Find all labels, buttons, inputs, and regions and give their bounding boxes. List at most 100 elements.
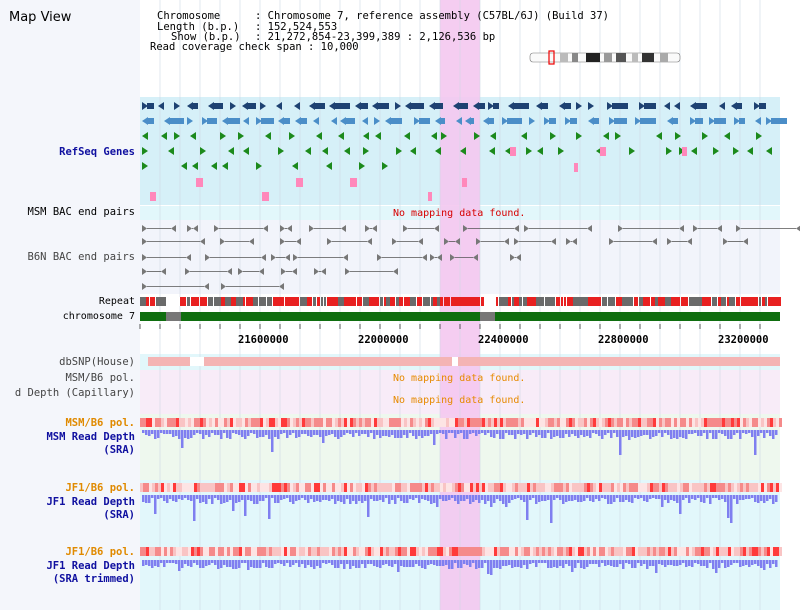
- pol-cell: [299, 418, 302, 427]
- pol-cell: [542, 547, 545, 556]
- depth-bar: [316, 560, 319, 566]
- pol-cell: [392, 418, 395, 427]
- gene-body: [736, 103, 742, 109]
- dbsnp-label[interactable]: dbSNP(House): [59, 356, 135, 368]
- pol-cell: [440, 547, 443, 556]
- chromosome-label[interactable]: chromosome 7: [62, 311, 135, 322]
- bac-end: [667, 238, 672, 245]
- pol-cell: [494, 418, 497, 427]
- pol-cell: [479, 483, 482, 492]
- pol-cell: [233, 483, 236, 492]
- pol-cell: [479, 547, 482, 556]
- pol-cell: [263, 483, 266, 492]
- msm-bac-label[interactable]: MSM BAC end pairs: [27, 206, 135, 218]
- depth-bar: [475, 430, 478, 436]
- repeat-block: [519, 297, 522, 306]
- gene-arrow: [702, 132, 708, 140]
- gene-arrow: [460, 147, 466, 155]
- jf1-b6-pol-2-label[interactable]: JF1/B6 pol.: [65, 546, 135, 558]
- pol-cell: [377, 483, 380, 492]
- jf1-b6-pol-label[interactable]: JF1/B6 pol.: [65, 482, 135, 494]
- show-value: : 21,272,854-23,399,389 : 2,126,536 bp: [255, 31, 496, 43]
- gene-body: [247, 103, 256, 109]
- depth-bar: [280, 495, 283, 500]
- gene-arrow: [489, 147, 495, 155]
- pol-cell: [308, 418, 311, 427]
- gene-arrow: [200, 147, 206, 155]
- depth-bar: [265, 560, 268, 567]
- gene-arrow: [607, 102, 613, 110]
- depth-bar: [304, 560, 307, 568]
- pol-cell: [494, 547, 497, 556]
- depth-capillary-label[interactable]: d Depth (Capillary): [14, 387, 135, 399]
- pol-cell: [743, 483, 746, 492]
- pol-cell: [437, 483, 440, 492]
- repeat-block: [578, 297, 585, 306]
- msm-b6-pol-capillary-label[interactable]: MSM/B6 pol.: [65, 372, 135, 384]
- repeat-label[interactable]: Repeat: [98, 296, 135, 307]
- depth-bar: [658, 560, 661, 564]
- pol-cell: [386, 483, 389, 492]
- depth-bar: [196, 495, 199, 499]
- depth-bar: [307, 430, 310, 436]
- depth-bar: [595, 430, 598, 434]
- pol-cell: [758, 483, 761, 492]
- depth-bar: [307, 495, 310, 503]
- gene-marker: [296, 178, 303, 187]
- refseq-genes-label[interactable]: RefSeq Genes: [59, 146, 135, 158]
- pol-cell: [728, 547, 731, 556]
- pol-cell: [155, 547, 158, 556]
- depth-bar: [616, 430, 619, 437]
- pol-cell: [269, 483, 272, 492]
- b6n-bac-label[interactable]: B6N BAC end pairs: [27, 251, 135, 263]
- bac-end: [142, 238, 147, 245]
- pol-cell: [629, 418, 632, 427]
- pol-cell: [725, 418, 728, 427]
- repeat-block: [702, 297, 709, 306]
- depth-bar: [508, 430, 511, 435]
- depth-bar: [772, 495, 775, 504]
- pol-cell: [245, 547, 248, 556]
- pol-cell: [605, 418, 608, 427]
- pol-cell: [182, 547, 185, 556]
- pol-cell: [692, 418, 695, 427]
- pol-cell: [719, 483, 722, 492]
- msm-read-depth-label[interactable]: MSM Read Depth: [46, 431, 135, 443]
- depth-bar: [433, 495, 436, 503]
- pol-cell: [752, 483, 755, 492]
- jf1-read-depth-label[interactable]: JF1 Read Depth: [46, 496, 135, 508]
- depth-bar: [658, 495, 661, 499]
- repeat-block: [196, 297, 199, 306]
- repeat-block: [651, 297, 655, 306]
- pol-cell: [269, 547, 272, 556]
- depth-bar: [238, 560, 241, 568]
- depth-bar: [469, 560, 472, 567]
- jf1-trimmed-depth-label[interactable]: JF1 Read Depth: [46, 560, 135, 572]
- depth-bar: [715, 495, 718, 498]
- repeat-block: [417, 297, 422, 306]
- pol-cell: [212, 483, 215, 492]
- msm-b6-pol-label[interactable]: MSM/B6 pol.: [65, 417, 135, 429]
- pol-cell: [194, 547, 197, 556]
- gene-body: [507, 118, 522, 124]
- repeat-block: [279, 297, 284, 306]
- depth-bar: [526, 430, 529, 439]
- depth-bar: [679, 560, 682, 565]
- depth-bar: [529, 495, 532, 500]
- depth-bar: [424, 430, 427, 436]
- pol-cell: [554, 547, 557, 556]
- pol-cell: [428, 547, 431, 556]
- bac-end: [434, 225, 439, 232]
- pol-cell: [683, 483, 686, 492]
- depth-bar: [166, 560, 169, 563]
- depth-bar: [541, 495, 544, 501]
- pol-cell: [503, 418, 506, 427]
- depth-bar: [430, 560, 433, 564]
- pol-cell: [668, 418, 671, 427]
- depth-bar: [502, 560, 505, 566]
- depth-bar: [514, 495, 517, 499]
- depth-bar: [232, 560, 235, 569]
- depth-bar: [709, 430, 712, 433]
- pol-cell: [401, 483, 404, 492]
- pol-cell: [335, 418, 338, 427]
